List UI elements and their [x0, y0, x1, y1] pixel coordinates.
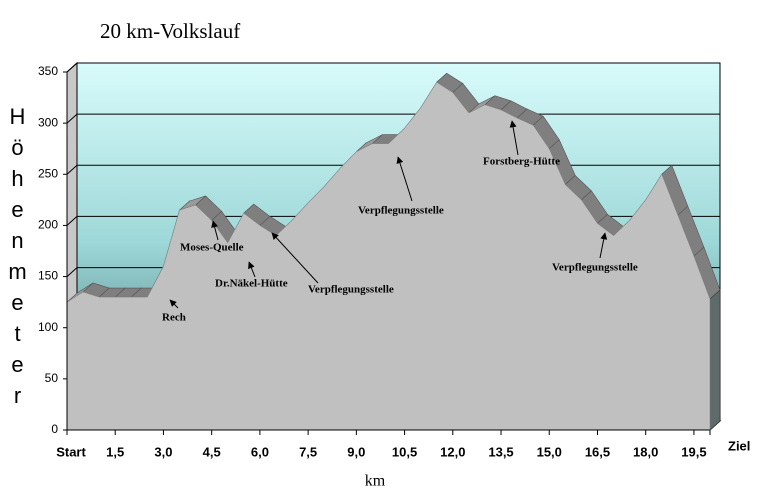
y-tick-label: 250: [38, 166, 58, 180]
annotation-arrow: [248, 261, 256, 278]
annotation-arrow: [396, 156, 413, 202]
annotation: Verpflegungsstelle: [358, 205, 444, 217]
area: [66, 81, 711, 431]
x-tick-label: 12,0: [440, 444, 465, 459]
annotation-arrow: [211, 220, 219, 241]
y-tick-label: 200: [38, 218, 58, 232]
x-tick-label: 19,5: [681, 444, 706, 459]
y-tick-label: 300: [38, 115, 58, 129]
y-tick-label: 100: [38, 320, 58, 334]
annotation: Verpflegungsstelle: [308, 284, 394, 296]
x-tick-label: 7,5: [299, 444, 317, 459]
x-tick-label: 4,5: [203, 444, 221, 459]
x-tick-label: 13,5: [488, 444, 513, 459]
area-end-face: [709, 289, 721, 431]
x-tick-label: 3,0: [154, 444, 172, 459]
annotation-arrow: [169, 299, 179, 309]
annotation: Moses-Quelle: [180, 242, 244, 254]
x-tick-label: 9,0: [347, 444, 365, 459]
x-tick-label: Ziel: [728, 438, 750, 453]
y-tick-label: 350: [38, 64, 58, 78]
y-tick-label: 0: [51, 422, 58, 436]
x-tick-label: 18,0: [633, 444, 658, 459]
x-tick-label: 6,0: [251, 444, 269, 459]
x-tick-label: 15,0: [537, 444, 562, 459]
y-tick-label: 50: [45, 371, 59, 385]
grid-line: [66, 62, 720, 73]
x-tick-label: 10,5: [392, 444, 417, 459]
x-axis-label: km: [365, 473, 386, 490]
annotation: Dr.Näkel-Hütte: [215, 278, 288, 290]
y-axis-label: Höhenmeter: [5, 104, 30, 414]
annotation-arrow: [509, 120, 519, 156]
annotation-arrow: [599, 232, 608, 259]
annotation: Rech: [162, 312, 186, 324]
x-tick-label: 16,5: [585, 444, 610, 459]
annotation: Verpflegungsstelle: [552, 262, 638, 274]
chart-title: 20 km-Volkslauf: [100, 19, 240, 43]
x-tick-label: 1,5: [106, 444, 124, 459]
annotation: Forstberg-Hütte: [483, 156, 560, 168]
annotation-arrow: [271, 232, 319, 284]
x-tick-label: Start: [56, 444, 86, 459]
y-tick-label: 150: [38, 269, 58, 283]
